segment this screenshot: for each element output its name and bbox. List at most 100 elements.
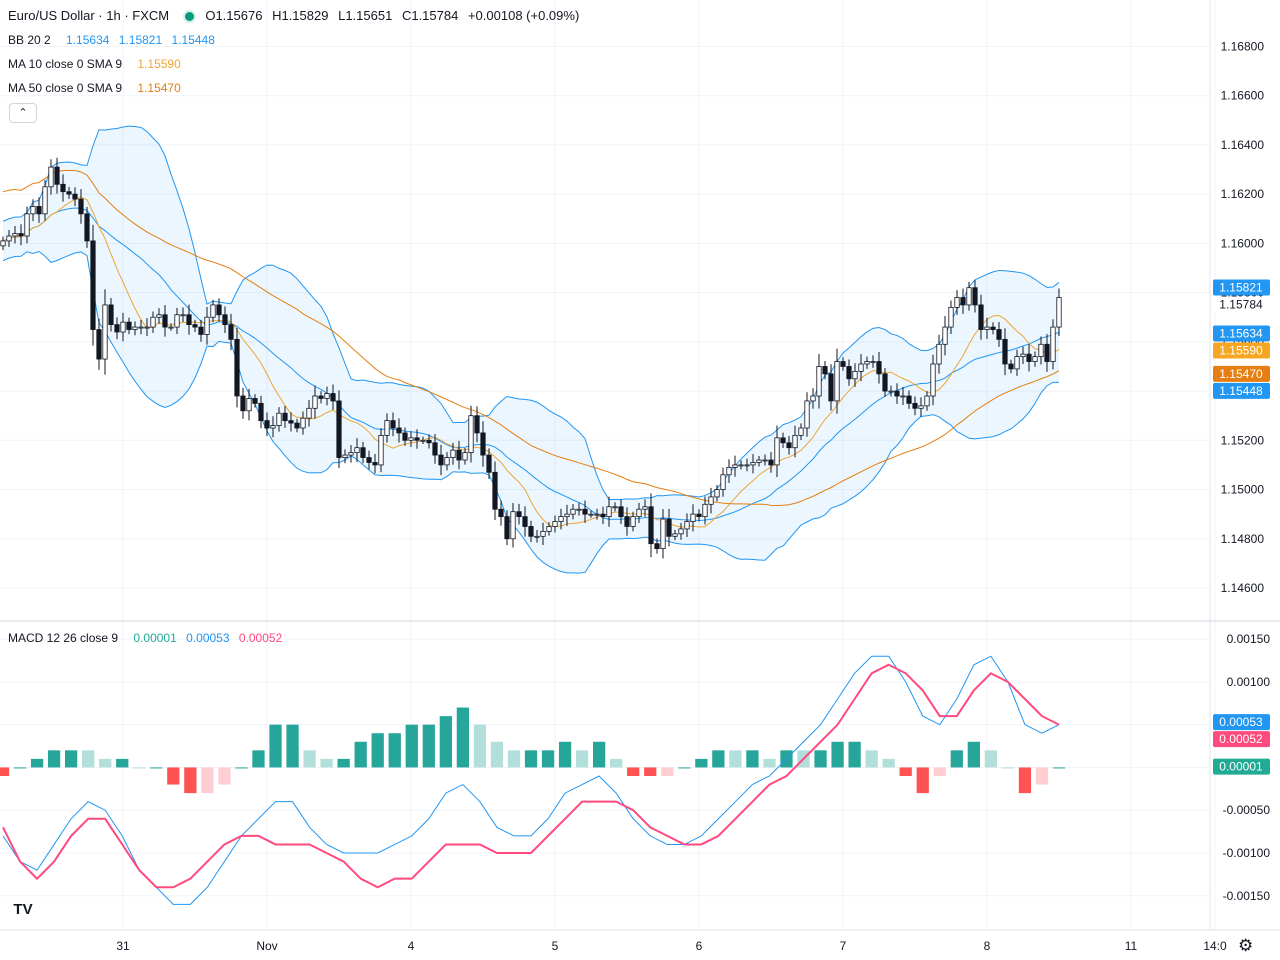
candle xyxy=(570,504,576,520)
candle-body xyxy=(924,395,930,407)
candle-body xyxy=(414,437,420,441)
candle xyxy=(852,363,858,387)
ohlc-change: +0.00108 (+0.09%) xyxy=(467,8,580,23)
candle-body xyxy=(48,166,54,188)
candle xyxy=(1014,349,1020,376)
candle-body xyxy=(480,432,486,456)
candle-body xyxy=(882,373,888,392)
candle-body xyxy=(570,508,576,515)
macd-histogram-bar xyxy=(1035,767,1049,785)
time-tick-label: 6 xyxy=(696,939,703,953)
candle-body xyxy=(90,240,96,330)
candle-body xyxy=(504,516,510,540)
macd-signal-line xyxy=(2,663,1060,889)
candle xyxy=(270,416,276,438)
price-tick-label: 1.14600 xyxy=(1221,581,1265,595)
symbol-title[interactable]: Euro/US Dollar · 1h · FXCM xyxy=(8,8,170,23)
candle-body xyxy=(636,508,642,518)
macd-histogram-bar xyxy=(592,741,606,768)
tradingview-logo-icon[interactable]: TV xyxy=(8,898,38,922)
candle-body xyxy=(690,513,696,522)
candle xyxy=(156,308,162,324)
price-tick-label: 1.16000 xyxy=(1221,236,1265,250)
macd-signal-value: 0.00052 xyxy=(238,631,283,645)
ma10-label: MA 10 close 0 SMA 9 xyxy=(8,57,123,71)
legend-bb[interactable]: BB 20 2 1.15634 1.15821 1.15448 xyxy=(8,32,215,48)
candle xyxy=(174,307,180,335)
legend-macd[interactable]: MACD 12 26 close 9 0.00001 0.00053 0.000… xyxy=(8,630,282,646)
macd-histogram-bar xyxy=(422,724,435,768)
macd-histogram-bar xyxy=(64,750,78,768)
macd-histogram-bar xyxy=(967,741,980,768)
candle xyxy=(138,319,144,335)
candle xyxy=(990,322,996,335)
candle xyxy=(726,459,732,483)
candle-body xyxy=(396,427,402,434)
candle xyxy=(120,312,126,342)
candle xyxy=(612,502,618,512)
macd-histogram-bar xyxy=(439,716,452,768)
legend-ma10[interactable]: MA 10 close 0 SMA 9 1.15590 xyxy=(8,56,181,72)
candle xyxy=(594,508,600,520)
candle-body xyxy=(294,422,300,429)
candle-body xyxy=(888,390,894,393)
macd-histogram-bar xyxy=(1018,767,1032,794)
candle-body xyxy=(78,198,84,215)
candle-body xyxy=(204,316,210,335)
candle-body xyxy=(894,390,900,397)
candle xyxy=(780,432,786,448)
candle xyxy=(372,454,378,474)
candle-body xyxy=(552,521,558,527)
candle-body xyxy=(240,395,246,412)
candle xyxy=(288,412,294,432)
macd-histogram-bar xyxy=(524,750,538,768)
macd-tick-label: -0.00150 xyxy=(1223,889,1271,903)
candle xyxy=(408,431,414,447)
candle xyxy=(84,206,90,248)
candle xyxy=(702,496,708,525)
candle-body xyxy=(42,186,48,215)
legend-ma50[interactable]: MA 50 close 0 SMA 9 1.15470 xyxy=(8,80,181,96)
macd-tag-text: 0.00053 xyxy=(1219,715,1263,729)
candle-body xyxy=(282,412,288,422)
macd-histogram-bar xyxy=(627,767,640,776)
candle-body xyxy=(558,516,564,522)
candle xyxy=(72,187,78,207)
candle xyxy=(168,323,174,331)
candle xyxy=(906,390,912,409)
candle xyxy=(240,387,246,419)
candle-body xyxy=(210,304,216,318)
candle xyxy=(738,460,744,470)
time-tick-label: 5 xyxy=(552,939,559,953)
collapse-legend-button[interactable]: ⌃ xyxy=(9,103,37,123)
candle-body xyxy=(264,420,270,429)
price-tag: 1.15448 xyxy=(1213,382,1270,399)
macd-histogram-bar xyxy=(99,758,112,768)
macd-tick-label: -0.00100 xyxy=(1223,846,1271,860)
candle xyxy=(966,281,972,311)
macd-tag-text: 0.00001 xyxy=(1219,760,1263,774)
candle-body xyxy=(324,393,330,399)
candle-body xyxy=(12,233,18,237)
candle xyxy=(768,452,774,473)
candle xyxy=(306,399,312,427)
candle-body xyxy=(1038,343,1044,358)
candle-body xyxy=(1044,343,1050,362)
candle xyxy=(516,503,522,525)
gear-icon[interactable]: ⚙ xyxy=(1238,936,1253,956)
candle-body xyxy=(186,314,192,326)
candle xyxy=(858,354,864,382)
candle-body xyxy=(966,287,972,306)
ohlc-low: L1.15651 xyxy=(338,8,393,23)
candle-body xyxy=(576,508,582,511)
candle-body xyxy=(234,338,240,397)
candle xyxy=(336,390,342,469)
candle-body xyxy=(600,513,606,518)
candle-body xyxy=(762,459,768,462)
candle-body xyxy=(96,329,102,360)
candle-body xyxy=(534,535,540,538)
candle xyxy=(708,487,714,514)
ma50-value: 1.15470 xyxy=(137,81,181,95)
candle-body xyxy=(900,395,906,398)
